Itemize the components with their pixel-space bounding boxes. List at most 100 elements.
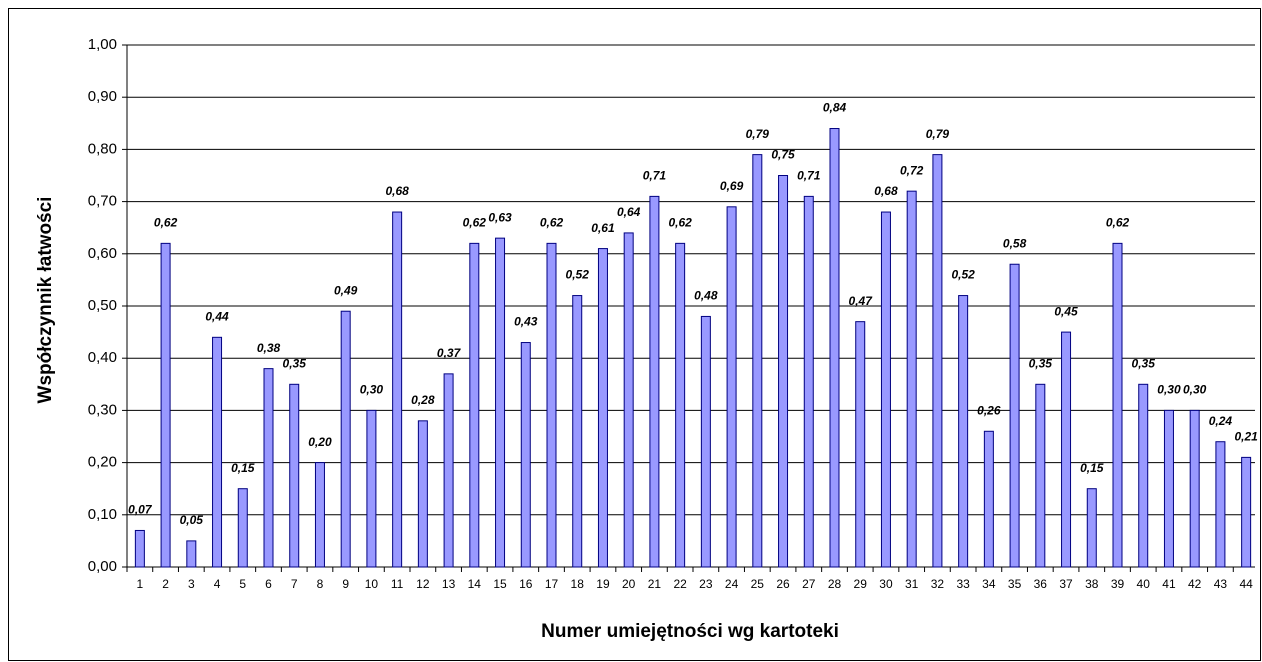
x-tick-label: 31	[905, 577, 919, 591]
x-tick-label: 34	[982, 577, 996, 591]
x-tick-label: 40	[1137, 577, 1151, 591]
value-label: 0,71	[643, 169, 667, 183]
bar	[263, 368, 274, 568]
x-tick-label: 10	[365, 577, 379, 591]
bar	[340, 310, 351, 568]
bar	[1189, 409, 1200, 568]
value-label: 0,69	[720, 179, 744, 193]
x-tick-label: 7	[291, 577, 298, 591]
x-tick-label: 19	[596, 577, 610, 591]
value-label: 0,62	[154, 216, 178, 230]
value-label: 0,15	[231, 461, 255, 475]
value-label: 0,15	[1080, 461, 1104, 475]
value-label: 0,45	[1054, 304, 1078, 318]
x-tick-label: 25	[751, 577, 765, 591]
x-tick-label: 6	[265, 577, 272, 591]
value-label: 0,30	[1183, 383, 1207, 397]
bar	[1035, 383, 1046, 568]
x-tick-label: 38	[1085, 577, 1099, 591]
value-label: 0,35	[283, 356, 307, 370]
value-label: 0,62	[1106, 216, 1130, 230]
bar	[829, 128, 840, 568]
y-axis-title: Współczynnik łatwości	[35, 197, 56, 404]
x-tick-label: 32	[931, 577, 945, 591]
value-label: 0,58	[1003, 236, 1027, 250]
x-tick-label: 1	[137, 577, 144, 591]
x-tick-label: 17	[545, 577, 559, 591]
value-label: 0,30	[360, 383, 384, 397]
y-tick-label: 0,70	[88, 193, 117, 210]
bar	[469, 242, 480, 568]
x-tick-label: 41	[1162, 577, 1176, 591]
x-tick-label: 33	[956, 577, 970, 591]
x-tick-label: 21	[648, 577, 662, 591]
bar	[417, 420, 428, 568]
bar	[520, 342, 531, 568]
bar	[803, 195, 814, 568]
x-tick-label: 14	[468, 577, 482, 591]
bar	[546, 242, 557, 568]
y-tick-label: 0,20	[88, 454, 117, 471]
bar	[366, 409, 377, 568]
bar	[1061, 331, 1072, 568]
y-tick-label: 0,80	[88, 140, 117, 157]
bar	[572, 295, 583, 568]
value-label: 0,05	[180, 513, 204, 527]
bar	[778, 175, 789, 568]
x-tick-label: 2	[162, 577, 169, 591]
x-tick-label: 28	[828, 577, 842, 591]
value-label: 0,43	[514, 315, 538, 329]
x-tick-label: 8	[317, 577, 324, 591]
value-label: 0,62	[668, 216, 692, 230]
bar	[314, 462, 325, 568]
bar	[443, 373, 454, 568]
value-label: 0,30	[1157, 383, 1181, 397]
x-tick-label: 12	[416, 577, 430, 591]
y-tick-label: 0,10	[88, 506, 117, 523]
value-label: 0,52	[951, 268, 975, 282]
y-tick-label: 1,00	[88, 36, 117, 53]
value-label: 0,68	[385, 184, 409, 198]
bar	[623, 232, 634, 568]
chart-frame	[8, 8, 1261, 661]
value-label: 0,71	[797, 169, 821, 183]
x-tick-label: 5	[239, 577, 246, 591]
x-tick-label: 9	[342, 577, 349, 591]
x-tick-label: 29	[854, 577, 868, 591]
value-label: 0,63	[488, 210, 512, 224]
bar	[597, 248, 608, 568]
x-tick-label: 27	[802, 577, 816, 591]
value-label: 0,35	[1132, 356, 1156, 370]
value-label: 0,62	[540, 216, 564, 230]
bar	[855, 321, 866, 568]
x-tick-label: 43	[1214, 577, 1228, 591]
bar	[160, 242, 171, 568]
bar	[237, 488, 248, 568]
value-label: 0,20	[308, 435, 332, 449]
value-label: 0,64	[617, 205, 641, 219]
y-tick-label: 0,30	[88, 401, 117, 418]
bar	[958, 295, 969, 568]
bar	[983, 430, 994, 568]
x-tick-label: 18	[571, 577, 585, 591]
bar	[675, 242, 686, 568]
value-label: 0,21	[1234, 430, 1258, 444]
bar	[1086, 488, 1097, 568]
bar	[186, 540, 197, 568]
x-axis-title: Numer umiejętności wg kartoteki	[541, 621, 839, 642]
value-label: 0,35	[1029, 356, 1053, 370]
value-label: 0,79	[926, 127, 950, 141]
x-tick-label: 11	[391, 577, 404, 591]
x-tick-label: 30	[879, 577, 893, 591]
y-tick-label: 0,50	[88, 297, 117, 314]
value-label: 0,47	[849, 294, 874, 308]
x-tick-label: 37	[1059, 577, 1073, 591]
x-tick-label: 13	[442, 577, 456, 591]
x-tick-label: 42	[1188, 577, 1202, 591]
bar	[1215, 441, 1226, 568]
value-label: 0,37	[437, 346, 462, 360]
x-tick-label: 44	[1239, 577, 1253, 591]
value-label: 0,75	[771, 148, 795, 162]
bar	[1241, 456, 1252, 568]
